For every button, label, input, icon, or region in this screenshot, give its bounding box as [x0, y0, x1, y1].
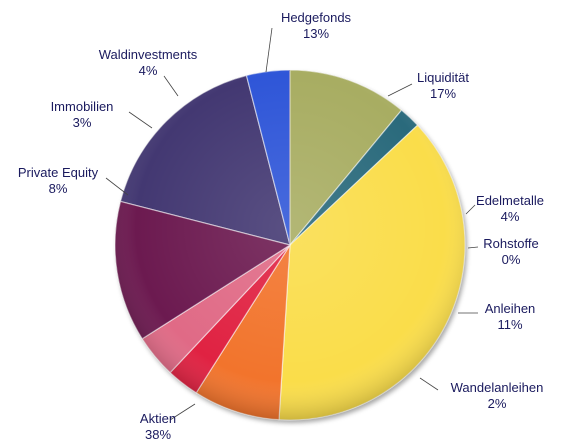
leader-line-waldinvestments [163, 75, 179, 97]
leader-line-rohstoffe [467, 246, 479, 249]
leader-line-hedgefonds [265, 27, 273, 73]
slice-label-wandelanleihen: Wandelanleihen [451, 380, 544, 395]
leader-line-immobilien [128, 111, 153, 129]
leader-line-private-equity [105, 177, 129, 196]
slice-value-wandelanleihen: 2% [488, 396, 507, 411]
slice-value-edelmetalle: 4% [501, 209, 520, 224]
leader-line-liquiditat [387, 83, 413, 97]
slice-value-aktien: 38% [145, 427, 171, 442]
leader-line-aktien [169, 403, 196, 421]
slice-label-immobilien: Immobilien [51, 99, 114, 114]
slice-label-liquiditat: Liquidität [417, 70, 469, 85]
pie-slices [114, 69, 466, 421]
leader-line-wandelanleihen [419, 377, 439, 391]
slice-value-liquiditat: 17% [430, 86, 456, 101]
slice-label-private-equity: Private Equity [18, 165, 99, 180]
slice-labels: Liquidität17%Edelmetalle4%Rohstoffe0%Anl… [18, 10, 544, 442]
slice-value-hedgefonds: 13% [303, 26, 329, 41]
leader-line-edelmetalle [465, 204, 476, 215]
slice-label-anleihen: Anleihen [485, 301, 536, 316]
slice-label-rohstoffe: Rohstoffe [483, 236, 538, 251]
slice-label-hedgefonds: Hedgefonds [281, 10, 352, 25]
slice-label-waldinvestments: Waldinvestments [99, 47, 198, 62]
slice-value-waldinvestments: 4% [139, 63, 158, 78]
slice-value-immobilien: 3% [73, 115, 92, 130]
slice-value-rohstoffe: 0% [502, 252, 521, 267]
slice-value-anleihen: 11% [497, 317, 522, 332]
slice-label-edelmetalle: Edelmetalle [476, 193, 544, 208]
leader-lines [105, 27, 479, 421]
slice-label-aktien: Aktien [140, 411, 176, 426]
slice-value-private-equity: 8% [49, 181, 68, 196]
